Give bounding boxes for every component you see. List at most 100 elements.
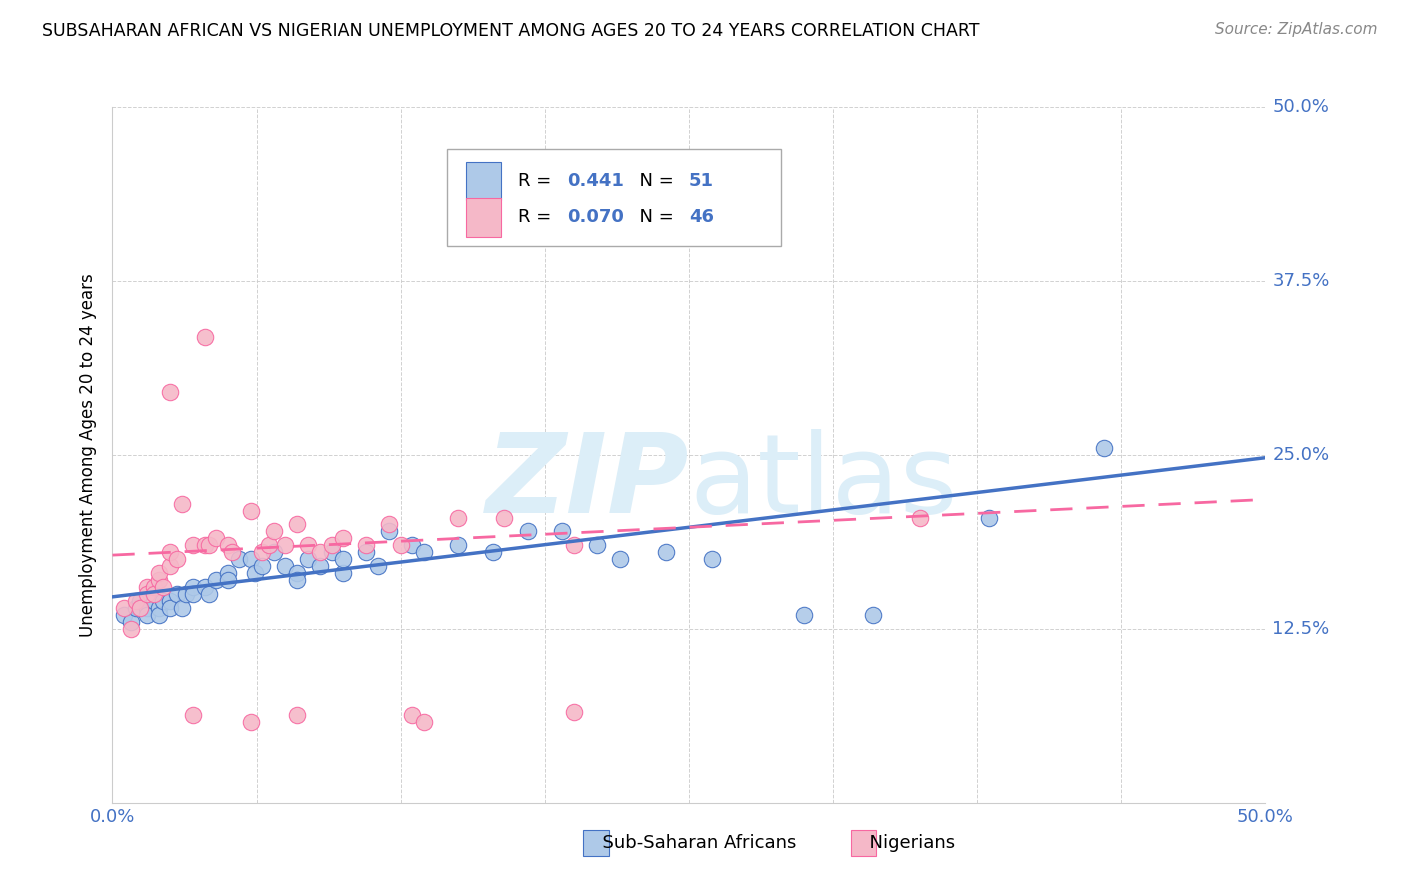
- Point: [159, 594, 181, 608]
- Point: [136, 587, 159, 601]
- Point: [297, 552, 319, 566]
- Text: SUBSAHARAN AFRICAN VS NIGERIAN UNEMPLOYMENT AMONG AGES 20 TO 24 YEARS CORRELATIO: SUBSAHARAN AFRICAN VS NIGERIAN UNEMPLOYM…: [42, 22, 980, 40]
- Bar: [851, 830, 876, 856]
- Point: [274, 538, 297, 552]
- Point: [285, 708, 308, 723]
- Point: [159, 545, 181, 559]
- Point: [228, 552, 250, 566]
- Point: [252, 559, 274, 574]
- Point: [148, 607, 170, 622]
- Text: 0.070: 0.070: [567, 209, 624, 227]
- Bar: [583, 830, 609, 856]
- Point: [700, 552, 723, 566]
- Point: [239, 503, 262, 517]
- Point: [239, 715, 262, 730]
- Point: [412, 715, 434, 730]
- Point: [263, 545, 285, 559]
- Point: [181, 708, 204, 723]
- Text: 0.441: 0.441: [567, 172, 624, 190]
- Point: [174, 587, 197, 601]
- Point: [166, 552, 188, 566]
- Point: [908, 510, 931, 524]
- Text: Source: ZipAtlas.com: Source: ZipAtlas.com: [1215, 22, 1378, 37]
- Point: [447, 538, 470, 552]
- Point: [136, 607, 159, 622]
- Point: [112, 607, 135, 622]
- Bar: [467, 162, 501, 201]
- Text: N =: N =: [628, 172, 679, 190]
- Point: [447, 510, 470, 524]
- Point: [217, 538, 239, 552]
- Point: [321, 538, 343, 552]
- Point: [862, 607, 884, 622]
- Point: [159, 559, 181, 574]
- Point: [205, 532, 228, 546]
- Point: [332, 532, 354, 546]
- Point: [332, 566, 354, 581]
- Text: 12.5%: 12.5%: [1272, 620, 1330, 638]
- Point: [148, 566, 170, 581]
- Point: [217, 573, 239, 587]
- Point: [120, 622, 142, 636]
- Text: 51: 51: [689, 172, 714, 190]
- Point: [120, 615, 142, 629]
- Point: [136, 580, 159, 594]
- Point: [181, 580, 204, 594]
- Point: [112, 601, 135, 615]
- Point: [401, 538, 423, 552]
- Point: [239, 552, 262, 566]
- Point: [170, 601, 193, 615]
- Point: [1092, 441, 1115, 455]
- Text: 50.0%: 50.0%: [1272, 98, 1329, 116]
- Point: [159, 385, 181, 400]
- Point: [148, 601, 170, 615]
- Point: [309, 559, 332, 574]
- Point: [181, 587, 204, 601]
- Point: [143, 580, 166, 594]
- Point: [152, 580, 174, 594]
- Point: [181, 538, 204, 552]
- Point: [124, 601, 146, 615]
- Point: [274, 559, 297, 574]
- Point: [159, 601, 181, 615]
- Point: [297, 538, 319, 552]
- Text: N =: N =: [628, 209, 679, 227]
- Point: [194, 329, 217, 343]
- Point: [551, 524, 574, 539]
- Point: [367, 559, 389, 574]
- Point: [977, 510, 1000, 524]
- Point: [136, 601, 159, 615]
- Text: atlas: atlas: [689, 429, 957, 536]
- Point: [562, 219, 585, 233]
- Point: [217, 566, 239, 581]
- Point: [205, 573, 228, 587]
- Text: ZIP: ZIP: [485, 429, 689, 536]
- Point: [194, 580, 217, 594]
- Text: R =: R =: [519, 209, 557, 227]
- Point: [321, 545, 343, 559]
- FancyBboxPatch shape: [447, 149, 782, 246]
- Text: 46: 46: [689, 209, 714, 227]
- Point: [562, 538, 585, 552]
- Point: [494, 510, 516, 524]
- Text: R =: R =: [519, 172, 557, 190]
- Text: 25.0%: 25.0%: [1272, 446, 1330, 464]
- Point: [152, 594, 174, 608]
- Point: [129, 594, 152, 608]
- Point: [143, 587, 166, 601]
- Point: [252, 545, 274, 559]
- Y-axis label: Unemployment Among Ages 20 to 24 years: Unemployment Among Ages 20 to 24 years: [79, 273, 97, 637]
- Point: [129, 601, 152, 615]
- Point: [332, 552, 354, 566]
- Text: Sub-Saharan Africans: Sub-Saharan Africans: [591, 834, 796, 852]
- Point: [143, 594, 166, 608]
- Point: [170, 497, 193, 511]
- Point: [221, 545, 243, 559]
- Point: [166, 587, 188, 601]
- Point: [585, 538, 607, 552]
- Point: [793, 607, 815, 622]
- Point: [285, 566, 308, 581]
- Point: [378, 524, 401, 539]
- Point: [401, 708, 423, 723]
- Point: [655, 545, 678, 559]
